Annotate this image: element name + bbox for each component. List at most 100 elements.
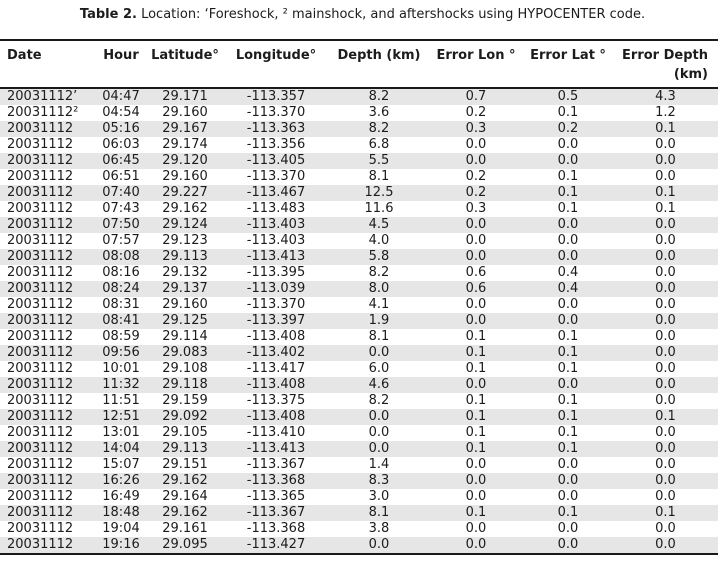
cell-depth: 4.0 [368,233,390,248]
cell-date: 20031112 [7,537,74,552]
cell-error-depth: 0.0 [655,249,676,264]
cell-error-lat: 0.0 [557,297,579,312]
cell-error-lon: 0.1 [465,329,487,344]
cell-date: 20031112 [7,297,74,312]
cell-longitude: -113.357 [246,89,306,104]
cell-date: 20031112 [7,393,74,408]
cell-error-depth: 0.0 [655,361,676,376]
cell-latitude: 29.159 [162,393,208,408]
cell-date: 20031112 [7,201,74,216]
table-row: 20031112² 04:54 29.160 -113.370 3.6 0.2 0.1 1.2 [0,105,718,121]
table-row: 20031112 06:51 29.160 -113.370 8.1 0.2 0.1 0.0 [0,169,718,185]
cell-hour: 07:43 [102,201,140,216]
cell-date: 20031112 [7,153,74,168]
table-row: 20031112 16:26 29.162 -113.368 8.3 0.0 0.0 0.0 [0,473,718,489]
cell-date: 20031112 [7,361,74,376]
cell-error-lon: 0.0 [465,457,487,472]
cell-error-lat: 0.1 [557,169,579,184]
table-row: 20031112 18:48 29.162 -113.367 8.1 0.1 0.1 0.1 [0,505,718,521]
cell-error-depth: 0.1 [655,505,676,520]
cell-date: 20031112 [7,457,74,472]
table-row: 20031112 07:40 29.227 -113.467 12.5 0.2 0.1 0.1 [0,185,718,201]
cell-latitude: 29.161 [162,521,208,536]
cell-error-depth: 0.0 [655,153,676,168]
cell-longitude: -113.467 [246,185,306,200]
table-header: Date Hour Latitude° Longitude° Depth (km… [0,40,718,89]
col-header-hour: Hour [95,40,147,89]
cell-longitude: -113.410 [246,425,306,440]
cell-error-lat: 0.0 [557,233,579,248]
cell-longitude: -113.483 [246,201,306,216]
table-row: 20031112 10:01 29.108 -113.417 6.0 0.1 0.1 0.0 [0,361,718,377]
cell-error-lat: 0.4 [557,265,579,280]
cell-error-depth: 0.0 [655,233,676,248]
cell-date: 20031112² [7,105,79,120]
cell-error-lon: 0.1 [465,393,487,408]
cell-longitude: -113.413 [246,441,306,456]
cell-longitude: -113.408 [246,329,306,344]
cell-depth: 0.0 [368,345,390,360]
header-row: Date Hour Latitude° Longitude° Depth (km… [0,40,718,89]
cell-date: 20031112 [7,521,74,536]
cell-hour: 08:31 [102,297,140,312]
cell-longitude: -113.367 [246,457,306,472]
table-row: 20031112 07:43 29.162 -113.483 11.6 0.3 0.1 0.1 [0,201,718,217]
cell-error-lon: 0.1 [465,505,487,520]
cell-error-lat: 0.0 [557,377,579,392]
cell-hour: 07:50 [102,217,140,232]
cell-hour: 06:03 [102,137,140,152]
cell-error-lat: 0.1 [557,105,579,120]
cell-date: 20031112 [7,121,74,136]
cell-date: 20031112 [7,265,74,280]
cell-error-lat: 0.1 [557,441,579,456]
cell-hour: 04:47 [102,89,140,104]
cell-latitude: 29.160 [162,169,208,184]
cell-error-depth: 0.0 [655,281,676,296]
cell-error-lon: 0.0 [465,521,487,536]
cell-date: 20031112 [7,473,74,488]
cell-depth: 0.0 [368,537,390,552]
cell-error-depth: 0.0 [655,473,676,488]
cell-date: 20031112 [7,249,74,264]
cell-depth: 8.2 [368,89,390,104]
cell-error-lon: 0.0 [465,489,487,504]
cell-error-lat: 0.0 [557,521,579,536]
table-row: 20031112 19:04 29.161 -113.368 3.8 0.0 0.0 0.0 [0,521,718,537]
cell-latitude: 29.164 [162,489,208,504]
table-row: 20031112’ 04:47 29.171 -113.357 8.2 0.7 0.5 4.3 [0,88,718,105]
table-row: 20031112 08:59 29.114 -113.408 8.1 0.1 0.1 0.0 [0,329,718,345]
cell-depth: 4.6 [368,377,390,392]
cell-date: 20031112 [7,281,74,296]
cell-hour: 19:04 [102,521,140,536]
cell-hour: 08:08 [102,249,140,264]
cell-latitude: 29.132 [162,265,208,280]
cell-date: 20031112 [7,441,74,456]
cell-hour: 08:24 [102,281,140,296]
cell-hour: 16:49 [102,489,140,504]
table-row: 20031112 13:01 29.105 -113.410 0.0 0.1 0.1 0.0 [0,425,718,441]
cell-error-lat: 0.1 [557,505,579,520]
cell-error-lon: 0.7 [465,89,487,104]
cell-depth: 3.6 [368,105,390,120]
cell-error-depth: 0.0 [655,329,676,344]
cell-latitude: 29.108 [162,361,208,376]
table-row: 20031112 11:32 29.118 -113.408 4.6 0.0 0.0 0.0 [0,377,718,393]
cell-longitude: -113.395 [246,265,306,280]
cell-hour: 04:54 [102,105,140,120]
cell-date: 20031112 [7,233,74,248]
cell-error-depth: 0.0 [655,393,676,408]
cell-error-lon: 0.0 [465,473,487,488]
cell-hour: 15:07 [102,457,140,472]
cell-depth: 11.6 [364,201,394,216]
col-header-date: Date [0,40,95,89]
cell-latitude: 29.120 [162,153,208,168]
cell-depth: 0.0 [368,425,390,440]
cell-longitude: -113.413 [246,249,306,264]
cell-longitude: -113.417 [246,361,306,376]
cell-error-lon: 0.3 [465,121,487,136]
cell-latitude: 29.227 [162,185,208,200]
cell-depth: 1.4 [368,457,390,472]
cell-latitude: 29.113 [162,441,208,456]
cell-longitude: -113.427 [246,537,306,552]
cell-error-lon: 0.1 [465,361,487,376]
